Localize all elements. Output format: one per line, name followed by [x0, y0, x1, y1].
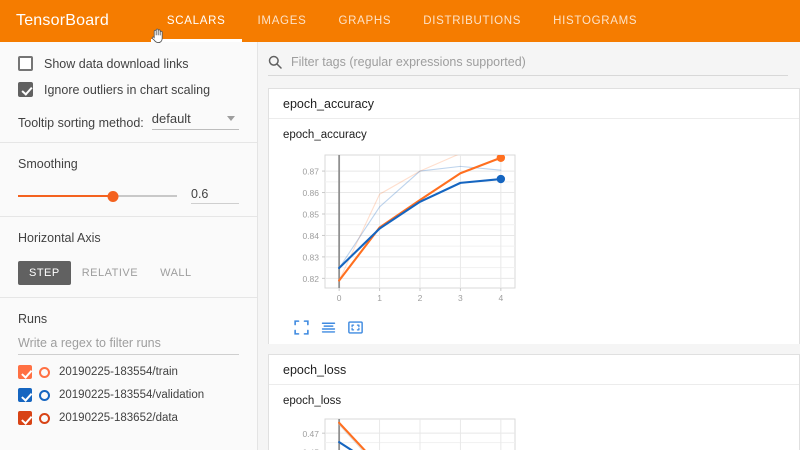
search-icon [268, 55, 282, 69]
run-checkbox-data[interactable] [18, 411, 32, 425]
axis-option-step[interactable]: STEP [18, 261, 71, 285]
chart-epoch-loss[interactable]: 0.47 0.45 [283, 411, 799, 450]
tag-filter-input[interactable]: Filter tags (regular expressions support… [268, 55, 788, 76]
checkbox-show-data-download-links[interactable]: Show data download links [18, 56, 239, 71]
svg-text:0: 0 [337, 293, 342, 303]
horizontal-axis-options: STEP RELATIVE WALL [18, 261, 239, 285]
checkbox-label-download-links: Show data download links [44, 56, 189, 71]
divider-1 [0, 142, 257, 143]
run-color-dot-data [39, 412, 50, 424]
tab-distributions[interactable]: DISTRIBUTIONS [407, 0, 537, 42]
main-tabs: SCALARS IMAGES GRAPHS DISTRIBUTIONS HIST… [150, 0, 653, 42]
chart-toolbar-accuracy [283, 315, 799, 344]
svg-text:1: 1 [377, 293, 382, 303]
run-item-data[interactable]: 20190225-183652/data [18, 411, 239, 425]
chart-svg-epoch-loss: 0.47 0.45 [302, 418, 516, 450]
tab-graphs[interactable]: GRAPHS [322, 0, 407, 42]
tab-distributions-label: DISTRIBUTIONS [423, 15, 522, 27]
smoothing-section: Smoothing 0.6 [0, 143, 257, 216]
card-header-epoch-accuracy[interactable]: epoch_accuracy [269, 89, 799, 119]
checkbox-label-ignore-outliers: Ignore outliers in chart scaling [44, 82, 211, 97]
tab-images[interactable]: IMAGES [242, 0, 323, 42]
tag-filter-bar: Filter tags (regular expressions support… [258, 42, 800, 88]
checkbox-ignore-outliers[interactable]: Ignore outliers in chart scaling [18, 82, 239, 97]
app-header: TensorBoard SCALARS IMAGES GRAPHS DISTRI… [0, 0, 800, 42]
run-color-dot-train [39, 366, 50, 378]
checkbox-box-ignore-outliers[interactable] [18, 82, 33, 97]
svg-text:0.47: 0.47 [302, 429, 319, 439]
run-name-data: 20190225-183652/data [59, 412, 178, 424]
runs-title: Runs [18, 312, 48, 326]
smoothing-value-input[interactable]: 0.6 [191, 187, 239, 204]
smoothing-row: 0.6 [18, 187, 239, 204]
expand-chart-icon[interactable] [293, 319, 310, 336]
run-item-validation[interactable]: 20190225-183554/validation [18, 388, 239, 402]
card-header-label-accuracy: epoch_accuracy [283, 96, 375, 111]
chart-title-epoch-loss: epoch_loss [283, 395, 342, 407]
run-item-train[interactable]: 20190225-183554/train [18, 365, 239, 379]
card-epoch-accuracy: epoch_accuracy epoch_accuracy 0.82 0.83 0.… [268, 88, 800, 344]
svg-text:0.85: 0.85 [302, 210, 319, 220]
card-header-label-loss: epoch_loss [283, 362, 347, 377]
svg-text:0.86: 0.86 [302, 188, 319, 198]
tooltip-sorting-label: Tooltip sorting method: [18, 116, 144, 130]
tooltip-sorting-value: default [151, 111, 191, 126]
checkbox-box-download-links[interactable] [18, 56, 33, 71]
axis-option-wall[interactable]: WALL [160, 267, 192, 279]
tab-scalars-label: SCALARS [166, 15, 226, 27]
tooltip-sorting-row: Tooltip sorting method: default [18, 111, 239, 130]
svg-text:4: 4 [498, 293, 503, 303]
svg-text:0.82: 0.82 [302, 274, 319, 284]
card-body-epoch-accuracy: epoch_accuracy 0.82 0.83 0.84 0.85 0.86 0.87 0… [269, 119, 799, 344]
tab-histograms[interactable]: HISTOGRAMS [537, 0, 653, 42]
run-name-train: 20190225-183554/train [59, 366, 178, 378]
tab-histograms-label: HISTOGRAMS [553, 15, 638, 27]
horizontal-axis-title: Horizontal Axis [18, 231, 101, 245]
card-gap [258, 344, 800, 354]
svg-text:0.83: 0.83 [302, 252, 319, 262]
svg-text:0.87: 0.87 [302, 167, 319, 177]
runs-filter-input[interactable]: Write a regex to filter runs [18, 336, 239, 355]
tab-images-label: IMAGES [257, 15, 307, 27]
svg-text:0.84: 0.84 [302, 231, 319, 241]
smoothing-slider[interactable] [18, 189, 177, 203]
tab-graphs-label: GRAPHS [338, 15, 392, 27]
chart-epoch-accuracy[interactable]: 0.82 0.83 0.84 0.85 0.86 0.87 0 1 2 3 4 [283, 145, 799, 315]
svg-text:0.45: 0.45 [302, 448, 319, 450]
runs-section: Runs Write a regex to filter runs 201902… [0, 298, 257, 446]
run-checkbox-train[interactable] [18, 365, 32, 379]
card-header-epoch-loss[interactable]: epoch_loss [269, 355, 799, 385]
run-name-validation: 20190225-183554/validation [59, 389, 205, 401]
sidebar-options-section: Show data download links Ignore outliers… [0, 42, 257, 142]
toggle-y-axis-icon[interactable] [320, 319, 337, 336]
sidebar: Show data download links Ignore outliers… [0, 42, 258, 450]
slider-track-fill [18, 194, 114, 197]
horizontal-axis-section: Horizontal Axis STEP RELATIVE WALL [0, 217, 257, 297]
divider-2 [0, 216, 257, 217]
tag-filter-placeholder: Filter tags (regular expressions support… [291, 54, 526, 69]
card-body-epoch-loss: epoch_loss 0.47 0.45 [269, 385, 799, 450]
chevron-down-icon [227, 116, 235, 121]
chart-title-epoch-accuracy: epoch_accuracy [283, 129, 367, 141]
tooltip-sorting-select[interactable]: default [151, 111, 239, 130]
card-epoch-loss: epoch_loss epoch_loss 0.47 0.45 [268, 354, 800, 450]
tab-scalars[interactable]: SCALARS [150, 0, 242, 42]
fit-domain-icon[interactable] [347, 319, 364, 336]
run-color-dot-validation [39, 389, 50, 401]
run-checkbox-validation[interactable] [18, 388, 32, 402]
slider-knob[interactable] [107, 190, 119, 202]
chart-svg-epoch-accuracy: 0.82 0.83 0.84 0.85 0.86 0.87 0 1 2 3 4 [302, 154, 516, 303]
smoothing-title: Smoothing [18, 157, 78, 171]
divider-3 [0, 297, 257, 298]
svg-text:3: 3 [458, 293, 463, 303]
svg-text:2: 2 [418, 293, 423, 303]
app-brand: TensorBoard [16, 12, 109, 29]
axis-option-relative[interactable]: RELATIVE [81, 267, 139, 279]
main-content: Filter tags (regular expressions support… [258, 42, 800, 450]
